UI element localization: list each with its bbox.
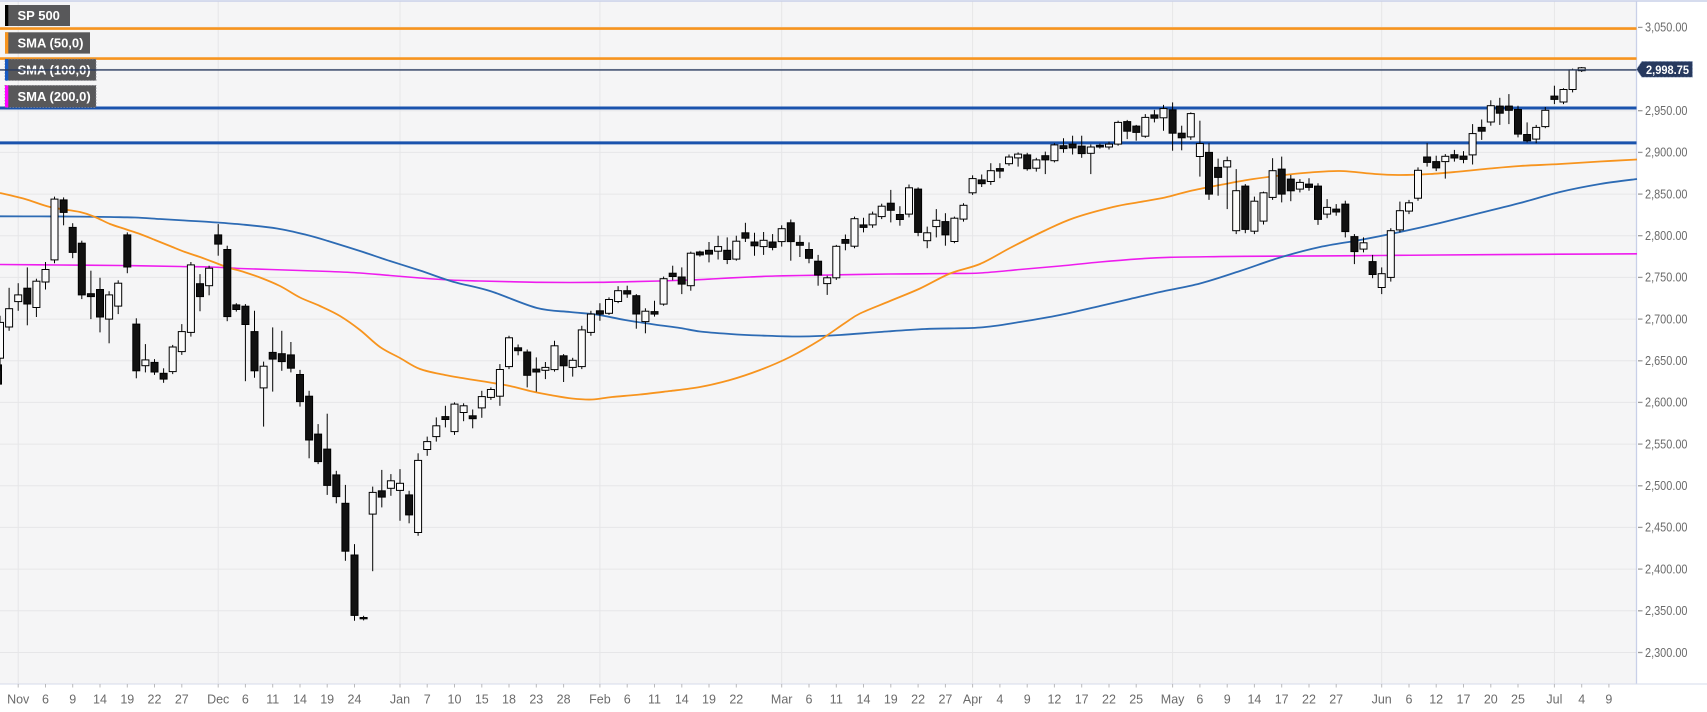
svg-text:9: 9 — [1605, 693, 1612, 707]
svg-text:22: 22 — [1102, 693, 1116, 707]
svg-text:2,600.00: 2,600.00 — [1645, 396, 1688, 410]
svg-text:2,850.00: 2,850.00 — [1645, 187, 1688, 201]
svg-text:6: 6 — [42, 693, 49, 707]
svg-text:12: 12 — [1047, 693, 1061, 707]
svg-text:19: 19 — [120, 693, 134, 707]
svg-text:22: 22 — [148, 693, 162, 707]
svg-text:19: 19 — [884, 693, 898, 707]
svg-text:6: 6 — [242, 693, 249, 707]
svg-text:19: 19 — [320, 693, 334, 707]
svg-text:14: 14 — [675, 693, 689, 707]
svg-text:4: 4 — [996, 693, 1003, 707]
svg-text:28: 28 — [557, 693, 571, 707]
svg-text:23: 23 — [529, 693, 543, 707]
svg-text:Jan: Jan — [390, 693, 410, 707]
svg-text:11: 11 — [266, 693, 279, 707]
svg-text:2,500.00: 2,500.00 — [1645, 479, 1688, 493]
svg-text:2,700.00: 2,700.00 — [1645, 312, 1688, 326]
svg-text:2,300.00: 2,300.00 — [1645, 646, 1688, 660]
svg-text:27: 27 — [175, 693, 189, 707]
svg-text:2,650.00: 2,650.00 — [1645, 354, 1688, 368]
svg-text:17: 17 — [1275, 693, 1289, 707]
svg-text:6: 6 — [624, 693, 631, 707]
svg-text:Jul: Jul — [1546, 693, 1562, 707]
svg-text:9: 9 — [1224, 693, 1231, 707]
svg-text:11: 11 — [648, 693, 661, 707]
svg-text:SP 500: SP 500 — [18, 8, 60, 23]
svg-text:May: May — [1161, 693, 1185, 707]
svg-text:24: 24 — [348, 693, 362, 707]
svg-text:2,400.00: 2,400.00 — [1645, 562, 1688, 576]
svg-text:6: 6 — [1196, 693, 1203, 707]
svg-text:27: 27 — [1329, 693, 1343, 707]
svg-text:20: 20 — [1484, 693, 1498, 707]
svg-text:SMA (200,0): SMA (200,0) — [18, 89, 91, 104]
svg-text:18: 18 — [502, 693, 516, 707]
svg-text:15: 15 — [475, 693, 489, 707]
svg-text:9: 9 — [1024, 693, 1031, 707]
svg-text:17: 17 — [1457, 693, 1471, 707]
svg-text:7: 7 — [424, 693, 431, 707]
svg-text:Dec: Dec — [207, 693, 229, 707]
svg-text:12: 12 — [1429, 693, 1443, 707]
svg-text:6: 6 — [806, 693, 813, 707]
svg-text:22: 22 — [729, 693, 743, 707]
svg-text:2,900.00: 2,900.00 — [1645, 146, 1688, 160]
svg-text:14: 14 — [93, 693, 107, 707]
svg-text:22: 22 — [1302, 693, 1316, 707]
svg-text:Mar: Mar — [771, 693, 793, 707]
svg-text:Jun: Jun — [1372, 693, 1392, 707]
svg-text:Feb: Feb — [589, 693, 611, 707]
svg-text:14: 14 — [1247, 693, 1261, 707]
svg-text:SMA (50,0): SMA (50,0) — [18, 35, 84, 50]
svg-text:14: 14 — [857, 693, 871, 707]
svg-text:Nov: Nov — [7, 693, 30, 707]
svg-text:2,350.00: 2,350.00 — [1645, 604, 1688, 618]
svg-text:27: 27 — [938, 693, 952, 707]
svg-text:3,050.00: 3,050.00 — [1645, 21, 1688, 35]
svg-text:2,950.00: 2,950.00 — [1645, 104, 1688, 118]
svg-text:Apr: Apr — [963, 693, 982, 707]
svg-text:2,750.00: 2,750.00 — [1645, 271, 1688, 285]
svg-text:19: 19 — [702, 693, 716, 707]
svg-text:10: 10 — [448, 693, 462, 707]
svg-text:11: 11 — [830, 693, 843, 707]
svg-text:22: 22 — [911, 693, 925, 707]
svg-text:6: 6 — [1406, 693, 1413, 707]
svg-text:2,998.75: 2,998.75 — [1646, 63, 1689, 77]
svg-text:9: 9 — [69, 693, 76, 707]
svg-text:2,800.00: 2,800.00 — [1645, 229, 1688, 243]
svg-text:25: 25 — [1129, 693, 1143, 707]
svg-text:4: 4 — [1578, 693, 1585, 707]
svg-text:2,550.00: 2,550.00 — [1645, 437, 1688, 451]
svg-text:25: 25 — [1511, 693, 1525, 707]
svg-text:2,450.00: 2,450.00 — [1645, 521, 1688, 535]
svg-text:14: 14 — [293, 693, 307, 707]
svg-text:17: 17 — [1075, 693, 1089, 707]
